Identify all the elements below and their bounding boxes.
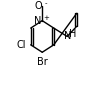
Text: Cl: Cl [16, 40, 26, 50]
Text: H: H [69, 29, 76, 39]
Text: N: N [34, 16, 42, 26]
Text: O: O [34, 1, 42, 11]
Text: +: + [43, 15, 49, 21]
Text: Br: Br [37, 57, 48, 66]
Text: -: - [45, 0, 47, 6]
Text: N: N [64, 31, 71, 41]
